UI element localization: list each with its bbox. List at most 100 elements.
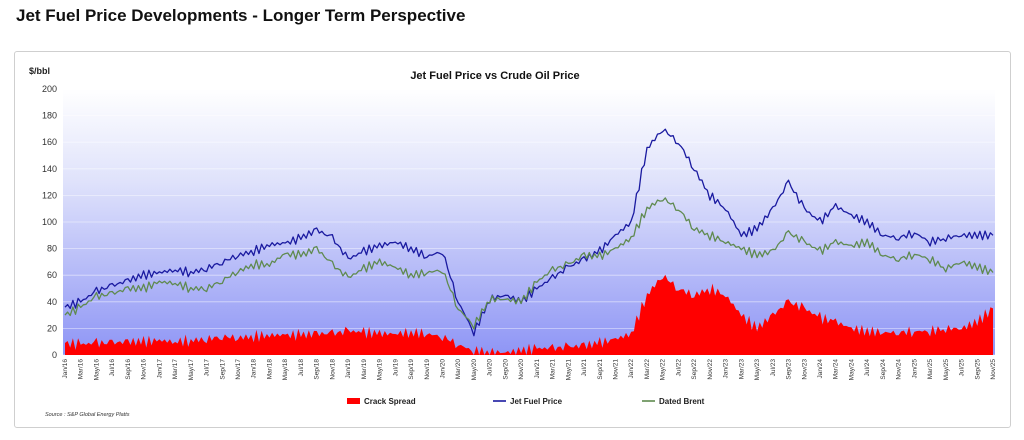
data-point	[835, 205, 836, 206]
data-point	[992, 235, 993, 236]
x-tick-label: Jul/20	[487, 359, 494, 377]
data-point	[662, 275, 663, 276]
data-point	[237, 337, 238, 338]
y-tick-label: 80	[47, 244, 57, 254]
y-axis-label: $/bbl	[29, 66, 50, 76]
data-point	[505, 299, 506, 300]
data-point	[804, 208, 805, 209]
data-point	[112, 342, 113, 343]
legend-dated-brent-label: Dated Brent	[659, 397, 705, 406]
data-point	[631, 221, 632, 222]
data-point	[395, 241, 396, 242]
data-point	[316, 333, 317, 334]
x-tick-label: Nov/18	[329, 359, 336, 380]
x-tick-label: Jan/22	[628, 359, 635, 379]
data-point	[725, 241, 726, 242]
x-tick-label: Jan/25	[911, 359, 918, 379]
data-point	[410, 332, 411, 333]
data-point	[772, 208, 773, 209]
data-point	[725, 208, 726, 209]
data-point	[615, 235, 616, 236]
data-point	[190, 272, 191, 273]
data-point	[253, 251, 254, 252]
data-point	[410, 275, 411, 276]
data-point	[914, 253, 915, 254]
data-point	[583, 345, 584, 346]
data-point	[599, 342, 600, 343]
data-point	[552, 269, 553, 270]
data-point	[694, 228, 695, 229]
x-tick-label: Mar/18	[266, 359, 273, 380]
data-point	[599, 251, 600, 252]
series-group	[64, 128, 994, 355]
x-tick-label: Nov/19	[424, 359, 431, 380]
data-point	[678, 208, 679, 209]
x-tick-label: Nov/22	[707, 359, 714, 380]
chart-title: Jet Fuel Price vs Crude Oil Price	[410, 70, 579, 82]
data-point	[426, 333, 427, 334]
data-point	[332, 333, 333, 334]
data-point	[80, 301, 81, 302]
data-point	[694, 295, 695, 296]
data-point	[662, 197, 663, 198]
data-point	[269, 334, 270, 335]
y-tick-label: 180	[42, 111, 57, 121]
x-tick-label: Nov/21	[613, 359, 620, 380]
x-tick-label: Mar/23	[738, 359, 745, 380]
y-axis-ticks: 0 20 40 60 80 100 120 140 160 180 200	[42, 84, 57, 360]
x-tick-label: Jul/21	[581, 359, 588, 377]
data-point	[489, 299, 490, 300]
data-point	[898, 259, 899, 260]
x-tick-label: Sep/25	[974, 359, 981, 380]
chart-panel: 0 20 40 60 80 100 120 140 160 180 200 Jan/16 Mar/16…	[14, 51, 1011, 428]
data-point	[458, 344, 459, 345]
x-tick-label: May/24	[848, 359, 855, 381]
data-point	[159, 281, 160, 282]
data-point	[64, 342, 65, 343]
x-tick-label: Sep/16	[125, 359, 132, 380]
data-point	[206, 288, 207, 289]
data-point	[64, 315, 65, 316]
x-tick-label: Mar/25	[927, 359, 934, 380]
x-tick-label: Mar/24	[833, 359, 840, 380]
data-point	[819, 251, 820, 252]
y-tick-label: 100	[42, 217, 57, 227]
data-point	[898, 332, 899, 333]
x-tick-label: May/25	[943, 359, 950, 381]
data-point	[992, 272, 993, 273]
data-point	[127, 341, 128, 342]
x-tick-label: Sep/17	[219, 359, 226, 380]
legend: Crack Spread Jet Fuel Price Dated Brent	[347, 397, 705, 406]
x-tick-label: Jul/23	[770, 359, 777, 377]
x-tick-label: May/23	[754, 359, 761, 381]
data-point	[709, 195, 710, 196]
data-point	[992, 308, 993, 309]
data-point	[473, 332, 474, 333]
data-point	[583, 255, 584, 256]
crack-spread-area	[65, 274, 993, 355]
data-point	[521, 350, 522, 351]
data-point	[851, 328, 852, 329]
data-point	[489, 352, 490, 353]
data-point	[521, 301, 522, 302]
data-point	[363, 332, 364, 333]
x-tick-label: Mar/19	[361, 359, 368, 380]
data-point	[64, 307, 65, 308]
data-point	[568, 264, 569, 265]
data-point	[867, 221, 868, 222]
data-point	[143, 275, 144, 276]
x-tick-label: Jan/19	[345, 359, 352, 379]
y-tick-label: 60	[47, 270, 57, 280]
data-point	[552, 348, 553, 349]
data-point	[741, 248, 742, 249]
data-point	[159, 272, 160, 273]
x-tick-label: Nov/17	[235, 359, 242, 380]
x-tick-label: Mar/17	[172, 359, 179, 380]
x-tick-label: Nov/24	[896, 359, 903, 380]
data-point	[615, 338, 616, 339]
data-point	[175, 269, 176, 270]
x-tick-label: Jul/22	[675, 359, 682, 377]
data-point	[536, 281, 537, 282]
data-point	[646, 148, 647, 149]
data-point	[206, 338, 207, 339]
